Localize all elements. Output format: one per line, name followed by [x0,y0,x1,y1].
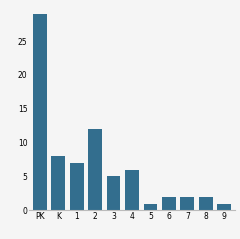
Bar [199,197,213,210]
Bar [33,14,47,210]
Bar [180,197,194,210]
Bar [162,197,176,210]
Bar [144,204,157,210]
Bar [51,156,65,210]
Bar [88,129,102,210]
Bar [107,176,120,210]
Bar [70,163,84,210]
Bar [217,204,231,210]
Bar [125,170,139,210]
